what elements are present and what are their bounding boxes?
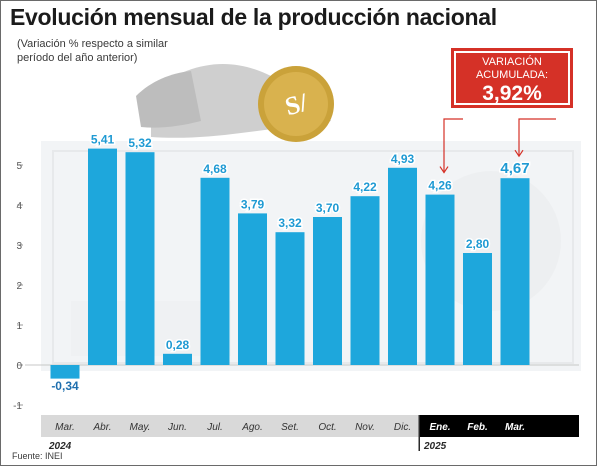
- bar-value-label: 3,32: [278, 216, 302, 230]
- x-tick-label: Jul.: [206, 422, 223, 433]
- x-tick-label: Ago.: [241, 422, 263, 433]
- bar-value-label: 5,32: [128, 136, 152, 150]
- bar: [313, 217, 342, 365]
- bar-value-label: 2,80: [466, 237, 490, 251]
- x-tick-label: Jun.: [167, 422, 187, 433]
- bar: [388, 167, 417, 365]
- x-tick-label: Nov.: [355, 422, 375, 433]
- x-tick-label: May.: [130, 422, 151, 433]
- year-label: 2025: [423, 441, 447, 452]
- arrow-head: [439, 166, 449, 174]
- chart-subtitle: (Variación % respecto a similar período …: [17, 38, 168, 64]
- y-tick-label: 3: [16, 241, 22, 252]
- x-tick-label: Set.: [281, 422, 299, 433]
- x-tick-label: Ene.: [429, 422, 450, 433]
- bar-value-label: 3,79: [241, 197, 265, 211]
- bar-value-label: 4,67: [500, 160, 529, 177]
- y-tick-label: 0: [16, 361, 22, 372]
- badge-label: VARIACIÓN ACUMULADA:: [475, 56, 549, 81]
- y-tick-label: 1: [16, 321, 22, 332]
- x-tick-label: Dic.: [394, 422, 411, 433]
- bar-value-label: 5,41: [91, 133, 115, 147]
- bar: [200, 177, 230, 365]
- bar-value-label: 4,26: [428, 179, 452, 193]
- highlight-band: [419, 415, 579, 437]
- bar-value-label: 3,70: [316, 201, 340, 215]
- cumulative-variation-badge: VARIACIÓN ACUMULADA: 3,92%: [451, 48, 573, 108]
- bar: [425, 194, 455, 365]
- x-tick-label: Oct.: [318, 422, 336, 433]
- hand-with-coin-icon: S/: [136, 64, 334, 142]
- bar-value-label: 0,28: [166, 338, 190, 352]
- bar: [350, 196, 380, 365]
- bar-value-label: -0,34: [51, 379, 79, 393]
- bar: [50, 365, 80, 379]
- badge-value: 3,92%: [482, 82, 542, 105]
- source-note: Fuente: INEI: [12, 451, 63, 461]
- x-tick-label: Feb.: [467, 422, 488, 433]
- y-tick-label: 5: [16, 161, 22, 172]
- x-tick-label: Mar.: [55, 422, 75, 433]
- bar: [238, 213, 267, 365]
- year-label: 2024: [48, 441, 72, 452]
- y-tick-label: 2: [16, 281, 22, 292]
- y-tick-label: 4: [16, 201, 22, 212]
- arrow-head: [514, 149, 524, 158]
- bar: [125, 152, 155, 365]
- badge-connector-line: [518, 118, 556, 157]
- bar: [275, 232, 305, 365]
- bar-value-label: 4,22: [353, 180, 377, 194]
- bar: [500, 178, 530, 365]
- x-tick-label: Mar.: [505, 422, 525, 433]
- bar: [88, 148, 117, 365]
- bar-value-label: 4,68: [203, 162, 227, 176]
- bar: [463, 253, 492, 365]
- badge-connector-line: [443, 118, 463, 173]
- bar-value-label: 4,93: [391, 152, 415, 166]
- x-tick-label: Abr.: [93, 422, 112, 433]
- page-title: Evolución mensual de la producción nacio…: [10, 4, 497, 30]
- y-tick-label: -1: [13, 401, 22, 412]
- bar: [163, 353, 192, 365]
